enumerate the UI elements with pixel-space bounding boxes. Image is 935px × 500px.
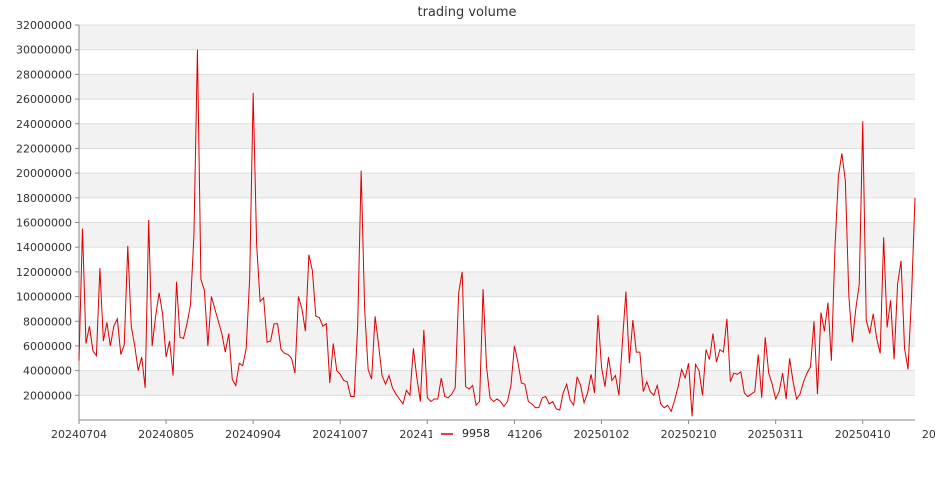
grid-band: [79, 123, 915, 149]
grid-band: [79, 370, 915, 396]
x-tick-label: 20250311: [748, 428, 804, 441]
grid-band: [79, 173, 915, 198]
y-tick-label: 16000000: [16, 217, 72, 230]
y-tick-label: 22000000: [16, 142, 72, 155]
series-group: [78, 49, 916, 417]
x-tick-label: 20250410: [835, 428, 891, 441]
grid-band: [79, 25, 915, 50]
y-tick-label: 10000000: [16, 291, 72, 304]
chart-title: trading volume: [417, 5, 516, 20]
x-tick-label: 20250509: [922, 428, 935, 441]
legend-box: [432, 424, 506, 442]
x-tick-label: 20250210: [661, 428, 717, 441]
y-tick-label: 26000000: [16, 93, 72, 106]
grid-band: [79, 74, 915, 100]
y-tick-label: 2000000: [23, 389, 72, 402]
y-tick-label: 24000000: [16, 118, 72, 131]
y-tick-label: 18000000: [16, 192, 72, 205]
y-tick-label: 12000000: [16, 266, 72, 279]
y-tick-label: 4000000: [23, 365, 72, 378]
x-tick-label: 20240904: [225, 428, 281, 441]
y-axis: 2000000 4000000 6000000 8000000 10000000 1200…: [16, 19, 80, 420]
y-tick-label: 14000000: [16, 241, 72, 254]
series-line-9958: [78, 49, 916, 417]
grid-band: [79, 222, 915, 248]
y-tick-label: 6000000: [23, 340, 72, 353]
x-tick-label: 20240704: [51, 428, 107, 441]
gridlines: [79, 24, 915, 396]
x-tick-label: 20240805: [138, 428, 194, 441]
y-tick-label: 20000000: [16, 167, 72, 180]
x-tick-label: 20241007: [312, 428, 368, 441]
y-tick-label: 8000000: [23, 315, 72, 328]
y-tick-label: 28000000: [16, 68, 72, 81]
grid-band: [79, 321, 915, 346]
background-bands: [79, 25, 915, 396]
x-tick-label: 20250102: [574, 428, 630, 441]
y-tick-label: 30000000: [16, 44, 72, 57]
legend: 9958: [432, 424, 506, 442]
grid-band: [79, 271, 915, 297]
y-tick-label: 32000000: [16, 19, 72, 32]
legend-label: 9958: [462, 427, 490, 440]
